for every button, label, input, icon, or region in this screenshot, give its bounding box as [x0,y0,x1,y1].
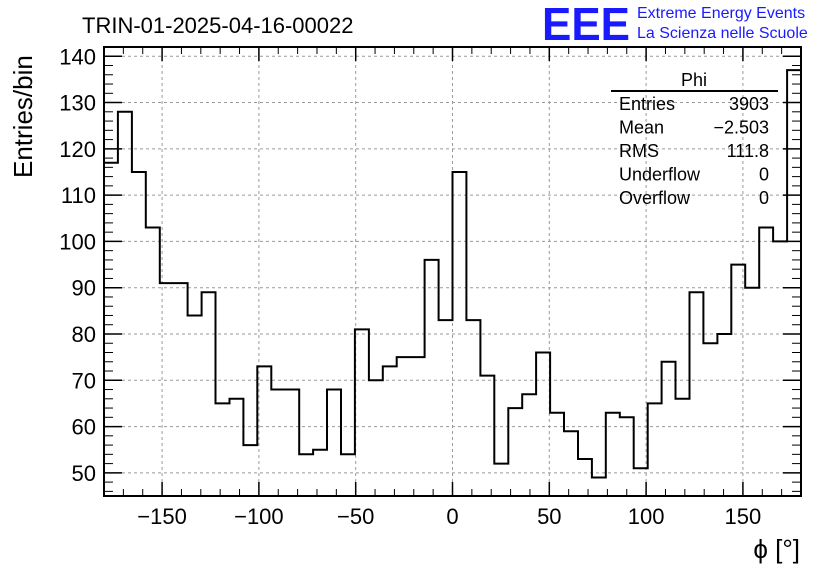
stats-box: Phi Entries 3903 Mean −2.503 RMS 111.8 Underfl… [611,70,778,208]
logo-mark: EEE [542,0,630,50]
x-axis-label: ϕ [°] [753,534,800,564]
stats-label: Mean [619,118,664,138]
chart-title: TRIN-01-2025-04-16-00022 [82,13,354,38]
eee-logo: EEE Extreme Energy Events La Scienza nel… [542,0,808,50]
y-tick-label: 50 [72,461,96,486]
y-tick-label: 120 [59,137,96,162]
y-tick-label: 70 [72,368,96,393]
stats-label: Entries [619,94,675,114]
y-tick-label: 100 [59,229,96,254]
y-tick-label: 60 [72,415,96,440]
x-tick-label: 50 [537,504,561,529]
axis-ticks [104,46,801,496]
stats-title: Phi [681,70,707,90]
stats-value: 3903 [729,94,769,114]
histogram-series [104,69,801,479]
y-tick-label: 130 [59,91,96,116]
stats-value: −2.503 [713,118,769,138]
x-tick-label: −50 [337,504,374,529]
stats-value: 0 [759,165,769,185]
x-tick-labels: −150 −100 −50 0 50 100 150 [137,504,761,529]
x-tick-label: 100 [628,504,665,529]
stats-value: 0 [759,188,769,208]
stats-rows: Entries 3903 Mean −2.503 RMS 111.8 Underflow 0 O… [619,94,769,208]
logo-line-1: Extreme Energy Events [637,5,805,22]
x-tick-label: −150 [137,504,187,529]
logo-line-2: La Scienza nelle Scuole [637,25,808,42]
x-tick-label: −100 [234,504,284,529]
stats-value: 111.8 [727,141,769,161]
x-tick-label: 150 [725,504,762,529]
y-tick-labels: 50 60 70 80 90 100 110 120 130 140 [59,44,96,486]
y-tick-label: 140 [59,44,96,69]
y-tick-label: 110 [61,183,96,208]
y-axis-label: Entries/bin [8,55,38,178]
y-tick-label: 90 [72,276,96,301]
y-tick-label: 80 [72,322,96,347]
stats-label: Overflow [619,188,691,208]
stats-label: RMS [619,141,659,161]
stats-label: Underflow [619,165,701,185]
x-tick-label: 0 [446,504,458,529]
